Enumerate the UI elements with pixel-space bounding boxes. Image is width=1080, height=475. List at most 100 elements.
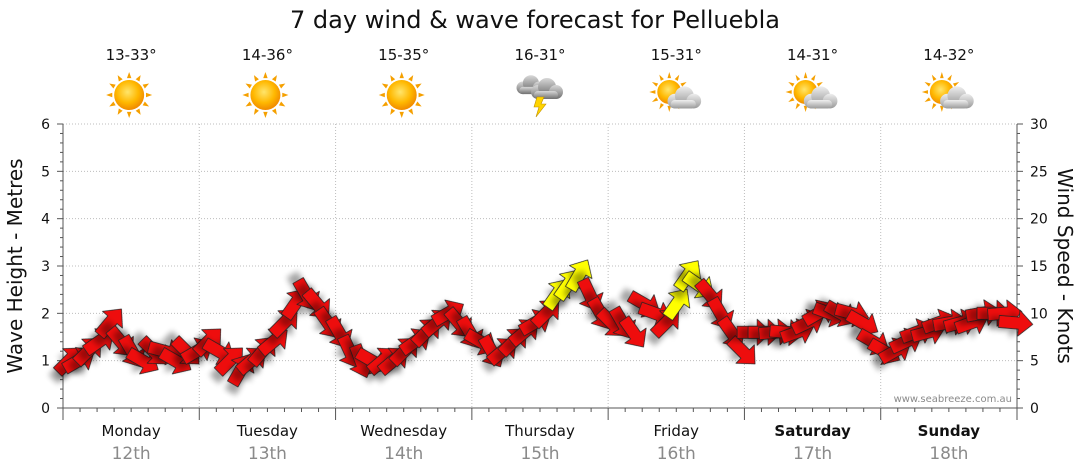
day-date: 12th bbox=[112, 444, 151, 464]
sun-ray bbox=[952, 82, 960, 87]
sun-ray bbox=[390, 75, 396, 82]
sun-ray bbox=[931, 103, 937, 110]
sun-ray bbox=[242, 92, 249, 98]
sun-ray bbox=[659, 74, 664, 81]
day-date: 13th bbox=[248, 444, 287, 464]
sun-ray bbox=[253, 108, 259, 115]
sun-ray bbox=[263, 111, 268, 118]
right-axis-label: Wind Speed - Knots bbox=[1053, 168, 1077, 364]
sun-ray bbox=[245, 101, 252, 107]
sun-ray bbox=[271, 75, 277, 82]
chart-title: 7 day wind & wave forecast for Pelluebla bbox=[290, 6, 780, 34]
day-name: Saturday bbox=[774, 422, 851, 440]
day-name: Sunday bbox=[918, 422, 981, 440]
wind-arrow-light bbox=[565, 259, 593, 293]
sun-ray bbox=[795, 74, 801, 81]
sun-shape bbox=[242, 72, 289, 118]
day-date: 17th bbox=[793, 444, 832, 464]
sun-ray bbox=[126, 111, 132, 118]
sun-ray bbox=[651, 97, 659, 102]
sun-icon bbox=[242, 72, 289, 118]
left-tick-label: 5 bbox=[41, 164, 50, 180]
sun-ray bbox=[408, 75, 414, 82]
sun-icon bbox=[106, 72, 153, 118]
left-tick-label: 2 bbox=[41, 306, 50, 322]
day-name: Wednesday bbox=[360, 422, 447, 440]
sun-ray bbox=[785, 90, 792, 94]
sun-ray bbox=[142, 83, 150, 89]
sun-ray bbox=[381, 101, 389, 107]
sun-ray bbox=[278, 83, 286, 89]
sun-shape bbox=[378, 72, 425, 118]
temperature-range: 15-35° bbox=[378, 46, 429, 64]
weather-forecast-row: 13-33° 14-36° 15-35° 16-31° 15-31° 14-31° 14-3… bbox=[106, 46, 974, 118]
day-labels: Monday 12th Tuesday 13th Wednesday 14th Thursd… bbox=[62, 408, 1018, 464]
sun-ray bbox=[245, 83, 252, 89]
sun-ray bbox=[408, 108, 414, 115]
right-tick-label: 15 bbox=[1030, 259, 1048, 275]
sun-ray bbox=[667, 105, 672, 112]
left-tick-label: 3 bbox=[41, 259, 50, 275]
sun-ray bbox=[399, 111, 404, 118]
temperature-range: 14-36° bbox=[242, 46, 293, 64]
sun-ray bbox=[924, 97, 931, 102]
wind-arrow bbox=[94, 308, 123, 340]
cloud-base bbox=[670, 100, 696, 109]
grid-lines bbox=[63, 123, 1017, 408]
thunderstorm-icon bbox=[516, 75, 563, 118]
sun-ray bbox=[810, 74, 816, 81]
sun-ray bbox=[931, 74, 937, 81]
day-date: 16th bbox=[657, 444, 696, 464]
sun-ray bbox=[126, 72, 132, 79]
day-name: Tuesday bbox=[236, 422, 298, 440]
sun-ray bbox=[788, 97, 795, 102]
partly-cloudy-icon bbox=[921, 72, 974, 112]
sun-ray bbox=[278, 101, 286, 107]
left-axis-ticks: 0 1 2 3 4 5 6 bbox=[41, 117, 63, 417]
sun-ray bbox=[940, 105, 944, 112]
partly-cloudy-icon bbox=[649, 72, 702, 112]
sun-ray bbox=[795, 103, 801, 110]
sun-ray bbox=[816, 82, 823, 87]
sun-ray bbox=[921, 90, 928, 94]
right-tick-label: 30 bbox=[1030, 117, 1048, 133]
sun-ray bbox=[282, 92, 289, 98]
sun-ray bbox=[667, 72, 672, 79]
sun-ray bbox=[924, 82, 931, 87]
wind-arrow bbox=[618, 315, 647, 348]
sun-ray bbox=[649, 90, 656, 94]
sun-ray bbox=[145, 92, 153, 98]
sun-ray bbox=[109, 101, 116, 107]
sun-ray bbox=[803, 72, 808, 79]
sun-ray bbox=[674, 74, 680, 81]
sun-ray bbox=[253, 75, 259, 82]
right-tick-label: 25 bbox=[1030, 164, 1048, 180]
sun-icon bbox=[378, 72, 425, 118]
sun-ray bbox=[135, 75, 141, 82]
cloud-base bbox=[806, 100, 833, 109]
sun-ray bbox=[117, 108, 123, 115]
cloud-shape bbox=[940, 86, 974, 109]
cloud-base bbox=[943, 100, 969, 109]
day-name: Friday bbox=[654, 422, 700, 440]
right-tick-label: 5 bbox=[1030, 354, 1039, 370]
sun-ray bbox=[135, 108, 141, 115]
day-date: 18th bbox=[929, 444, 968, 464]
sun-disc bbox=[114, 80, 145, 110]
day-name: Thursday bbox=[504, 422, 575, 440]
wind-arrow bbox=[726, 335, 756, 365]
day-date: 14th bbox=[384, 444, 423, 464]
sun-ray bbox=[947, 74, 952, 81]
cloud-shape bbox=[667, 86, 702, 109]
sun-ray bbox=[415, 101, 422, 107]
left-tick-label: 4 bbox=[41, 212, 50, 228]
wind-arrow bbox=[125, 347, 159, 375]
watermark: www.seabreeze.com.au bbox=[894, 394, 1012, 405]
left-tick-label: 1 bbox=[41, 354, 50, 370]
right-axis-ticks: 0 5 10 15 20 25 30 bbox=[1017, 117, 1048, 417]
sun-ray bbox=[106, 92, 113, 98]
right-tick-label: 10 bbox=[1030, 306, 1048, 322]
sun-ray bbox=[109, 83, 116, 89]
sun-ray bbox=[271, 108, 277, 115]
day-name: Monday bbox=[102, 422, 161, 440]
